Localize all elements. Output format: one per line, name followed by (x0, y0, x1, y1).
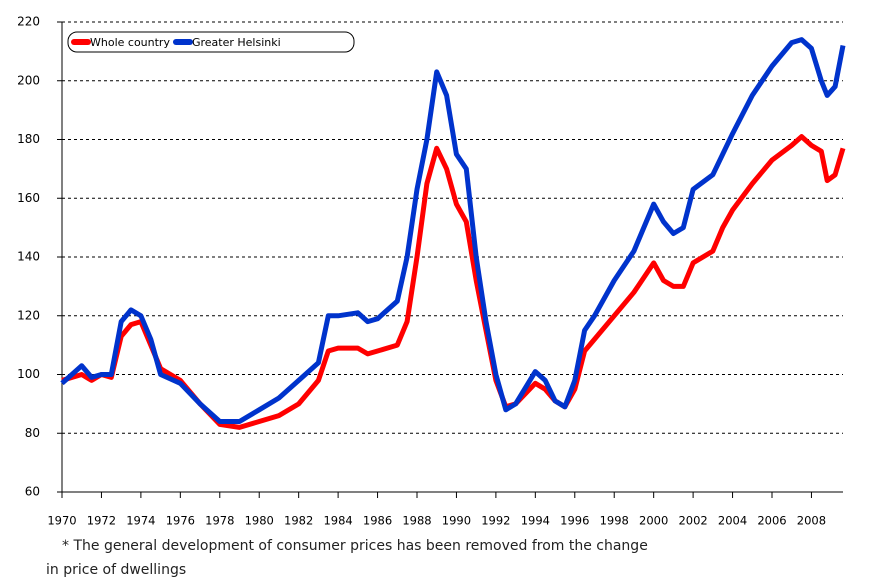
y-tick-label: 180 (17, 132, 40, 146)
x-tick-label: 1992 (481, 514, 510, 528)
y-tick-label: 60 (25, 485, 40, 499)
y-tick-label: 160 (17, 191, 40, 205)
y-tick-label: 140 (17, 250, 40, 264)
x-tick-label: 2006 (757, 514, 786, 528)
x-tick-label: 1986 (363, 514, 392, 528)
x-tick-label: 1970 (47, 514, 76, 528)
x-tick-label: 2002 (678, 514, 707, 528)
x-tick-label: 2008 (797, 514, 826, 528)
x-tick-label: 1976 (166, 514, 195, 528)
y-tick-label: 200 (17, 73, 40, 87)
series-line (60, 37, 846, 424)
x-tick-label: 1982 (284, 514, 313, 528)
y-tick-label: 100 (17, 367, 40, 381)
legend-label: Whole country (90, 36, 170, 49)
x-tick-label: 1974 (126, 514, 155, 528)
legend-label: Greater Helsinki (192, 36, 281, 49)
x-tick-label: 1998 (600, 514, 629, 528)
legend-box (67, 31, 355, 53)
x-tick-label: 1988 (402, 514, 431, 528)
footnote: in price of dwellings (46, 562, 186, 578)
x-tick-label: 2000 (639, 514, 668, 528)
x-tick-label: 1972 (87, 514, 116, 528)
y-tick-label: 80 (25, 426, 40, 440)
y-tick-label: 120 (17, 308, 40, 322)
x-tick-label: 1978 (205, 514, 234, 528)
x-tick-label: 1994 (521, 514, 550, 528)
x-tick-label: 1980 (245, 514, 274, 528)
x-tick-label: 1984 (323, 514, 352, 528)
x-tick-label: 1996 (560, 514, 589, 528)
y-tick-label: 220 (17, 15, 40, 29)
footnote: * The general development of consumer pr… (62, 538, 648, 554)
x-tick-label: 1990 (442, 514, 471, 528)
legend: Whole country Greater Helsinki (67, 31, 355, 53)
x-tick-label: 2004 (718, 514, 747, 528)
